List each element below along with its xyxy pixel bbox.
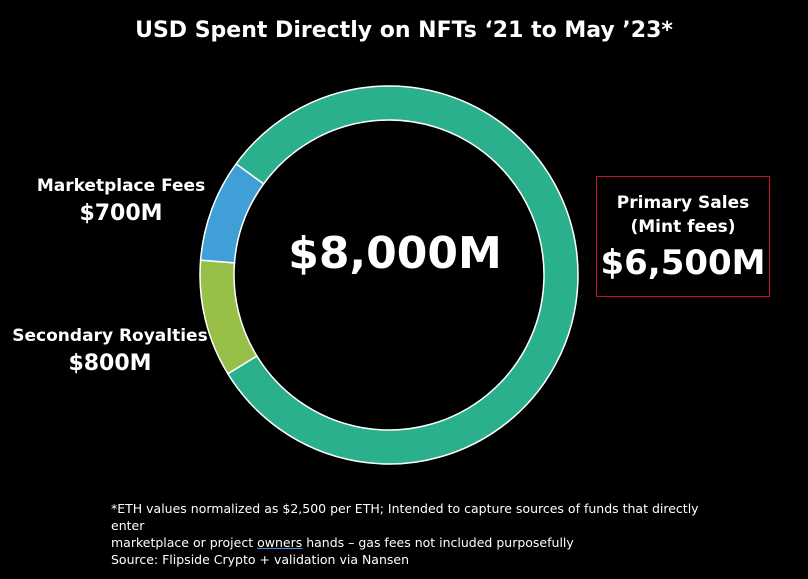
chart-title: USD Spent Directly on NFTs ‘21 to May ’2… xyxy=(135,18,673,43)
footnote-line-2c: hands – gas fees not included purposeful… xyxy=(302,535,574,550)
marketplace-fees-value: $700M xyxy=(79,201,163,226)
footnote-source: Source: Flipside Crypto + validation via… xyxy=(111,552,410,567)
footnote: *ETH values normalized as $2,500 per ETH… xyxy=(111,500,731,568)
marketplace-fees-slice xyxy=(199,162,265,264)
footnote-line-2a: marketplace or project xyxy=(111,535,258,550)
center-total-label: $8,000M xyxy=(288,228,502,279)
secondary-royalties-label: Secondary Royalties $800M xyxy=(10,325,210,379)
primary-sales-slice xyxy=(226,85,579,465)
primary-sales-name: Primary Sales xyxy=(616,193,750,213)
footnote-line-2: marketplace or project owners hands – ga… xyxy=(111,534,731,551)
secondary-royalties-value: $800M xyxy=(68,351,152,376)
secondary-royalties-name: Secondary Royalties xyxy=(12,326,208,346)
primary-sales-value: $6,500M xyxy=(600,243,766,283)
marketplace-fees-name: Marketplace Fees xyxy=(36,176,206,196)
marketplace-fees-label: Marketplace Fees $700M xyxy=(26,175,216,229)
primary-sales-label: Primary Sales (Mint fees) $6,500M xyxy=(596,176,770,297)
primary-sales-subname: (Mint fees) xyxy=(630,217,736,237)
footnote-line-1: *ETH values normalized as $2,500 per ETH… xyxy=(111,501,699,533)
footnote-owners: owners xyxy=(257,535,303,550)
